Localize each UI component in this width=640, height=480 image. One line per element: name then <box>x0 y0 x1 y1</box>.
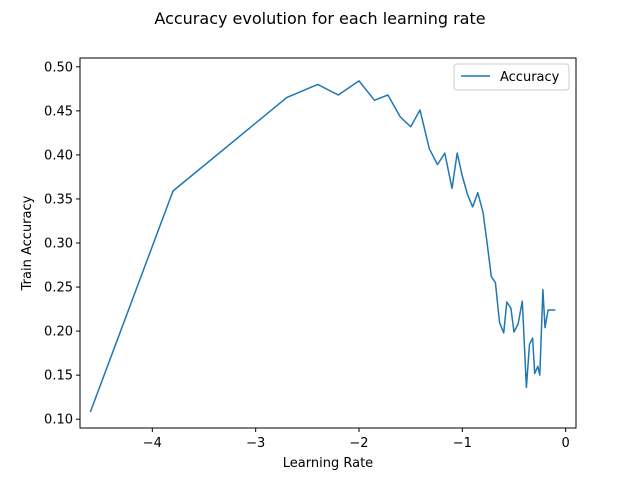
y-axis-label: Train Accuracy <box>20 195 35 291</box>
x-tick-label: −3 <box>246 436 265 451</box>
legend-box <box>453 63 570 91</box>
x-tick-label: −4 <box>143 436 162 451</box>
y-tick-label: 0.25 <box>44 281 73 296</box>
x-tick-label: −2 <box>349 436 368 451</box>
y-tick-label: 0.35 <box>44 192 73 207</box>
chart-title: Accuracy evolution for each learning rat… <box>154 9 485 28</box>
x-axis-label: Learning Rate <box>283 456 373 471</box>
y-tick-label: 0.20 <box>44 325 73 340</box>
y-tick-label: 0.40 <box>44 148 73 163</box>
y-axis: 0.10 0.15 0.20 0.25 0.30 0.35 0.40 0.45 0.50 <box>44 60 80 428</box>
y-tick-label: 0.15 <box>44 369 73 384</box>
accuracy-series-line <box>89 80 556 413</box>
legend-label-accuracy: Accuracy <box>500 70 560 85</box>
legend: Accuracy <box>453 63 570 91</box>
x-axis: −4 −3 −2 −1 0 <box>143 428 570 451</box>
y-tick-label: 0.30 <box>44 237 73 252</box>
y-tick-label: 0.45 <box>44 104 73 119</box>
x-tick-label: 0 <box>562 436 570 451</box>
x-tick-label: −1 <box>453 436 472 451</box>
y-tick-label: 0.10 <box>44 413 73 428</box>
y-tick-label: 0.50 <box>44 60 73 75</box>
